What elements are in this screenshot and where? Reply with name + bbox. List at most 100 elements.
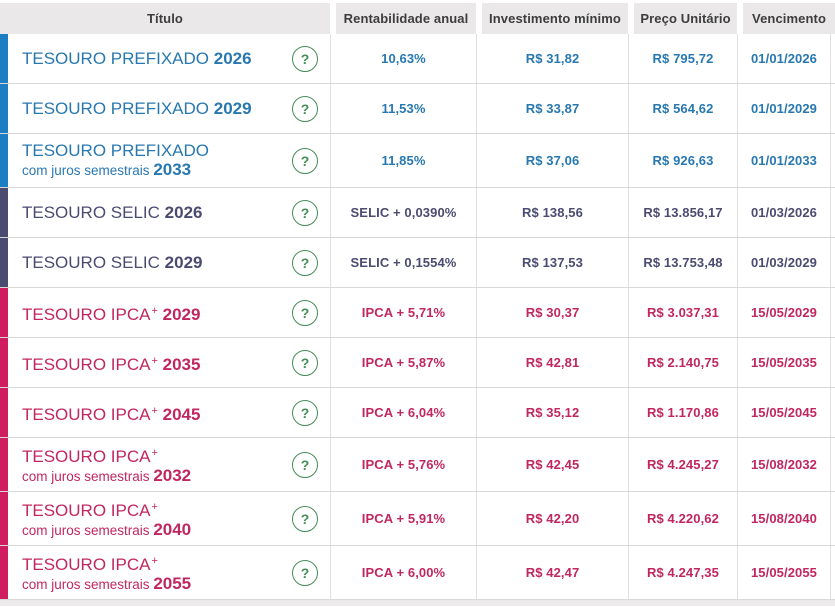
bond-subtitle: com juros semestrais	[22, 523, 150, 538]
bond-title-cell: TESOURO SELIC 2029 ?	[0, 238, 330, 287]
help-button[interactable]: ?	[292, 399, 318, 426]
bond-title[interactable]: TESOURO IPCA+ 2035	[22, 351, 200, 375]
table-row: TESOURO SELIC 2026 ? SELIC + 0,0390% R$ …	[0, 188, 835, 238]
bond-title[interactable]: TESOURO SELIC 2026	[22, 203, 202, 223]
help-button[interactable]: ?	[292, 349, 318, 376]
maturity-cell: 15/08/2032	[737, 438, 831, 491]
annual-rate-value: 10,63%	[381, 51, 426, 66]
table-row: TESOURO IPCA+ com juros semestrais 2032 …	[0, 438, 835, 492]
bond-name-line: TESOURO PREFIXADO	[22, 141, 209, 161]
unit-price-value: R$ 4.247,35	[647, 565, 719, 580]
help-button[interactable]: ?	[292, 199, 318, 226]
rate-cell: 11,85%	[330, 134, 476, 187]
unit-price-cell: R$ 13.753,48	[628, 238, 737, 287]
row-color-bar	[0, 546, 8, 599]
bond-name: TESOURO PREFIXADO	[22, 141, 210, 160]
row-color-bar	[0, 134, 8, 187]
unit-price-value: R$ 3.037,31	[647, 305, 719, 320]
maturity-cell: 15/05/2045	[737, 388, 831, 437]
help-button[interactable]: ?	[292, 505, 318, 532]
unit-price-value: R$ 564,62	[652, 101, 714, 116]
maturity-cell: 15/05/2055	[737, 546, 831, 599]
bond-price-table: Título Rentabilidade anual Investimento …	[0, 3, 835, 607]
maturity-cell: 01/01/2026	[737, 34, 831, 83]
bond-year: 2035	[162, 354, 201, 374]
annual-rate-value: IPCA + 5,76%	[361, 457, 446, 472]
bond-title-cell: TESOURO IPCA+ com juros semestrais 2032 …	[0, 438, 330, 491]
unit-price-cell: R$ 4.220,62	[628, 492, 737, 545]
row-color-bar	[0, 34, 8, 83]
annual-rate-value: IPCA + 6,00%	[361, 565, 446, 580]
bond-name: TESOURO IPCA	[22, 354, 151, 374]
maturity-cell: 15/08/2040	[737, 492, 831, 545]
plus-superscript: +	[151, 354, 158, 367]
help-button[interactable]: ?	[292, 45, 318, 72]
bond-title[interactable]: TESOURO PREFIXADO com juros semestrais 2…	[22, 141, 209, 180]
help-button[interactable]: ?	[292, 299, 318, 326]
unit-price-value: R$ 2.140,75	[647, 355, 719, 370]
min-investment-value: R$ 137,53	[522, 255, 583, 270]
bond-name-line: TESOURO IPCA+ 2035	[22, 351, 200, 375]
maturity-date-value: 01/01/2029	[750, 101, 818, 116]
table-row: TESOURO IPCA+ 2045 ? IPCA + 6,04% R$ 35,…	[0, 388, 835, 438]
bond-title-cell: TESOURO IPCA+ 2045 ?	[0, 388, 330, 437]
bond-title[interactable]: TESOURO IPCA+ com juros semestrais 2040	[22, 497, 191, 540]
bond-title[interactable]: TESOURO IPCA+ com juros semestrais 2032	[22, 443, 191, 486]
bond-subtitle-line: com juros semestrais 2033	[22, 161, 209, 180]
bond-title[interactable]: TESOURO IPCA+ com juros semestrais 2055	[22, 551, 191, 594]
bond-title-cell: TESOURO IPCA+ 2029 ?	[0, 288, 330, 337]
unit-price-cell: R$ 795,72	[628, 34, 737, 83]
annual-rate-value: 11,85%	[381, 153, 426, 168]
bond-subtitle: com juros semestrais	[22, 469, 150, 484]
bond-name-line: TESOURO IPCA+	[22, 443, 191, 467]
bond-year: 2032	[153, 466, 192, 485]
bond-title[interactable]: TESOURO PREFIXADO 2029	[22, 99, 252, 119]
help-button[interactable]: ?	[292, 147, 318, 174]
table-body: TESOURO PREFIXADO 2026 ? 10,63% R$ 31,82…	[0, 34, 835, 600]
min-investment-cell: R$ 42,20	[476, 492, 628, 545]
unit-price-value: R$ 4.220,62	[647, 511, 719, 526]
maturity-date-value: 15/05/2045	[750, 405, 818, 420]
min-investment-value: R$ 31,82	[525, 51, 580, 66]
bond-title[interactable]: TESOURO PREFIXADO 2026	[22, 49, 252, 69]
rate-cell: SELIC + 0,1554%	[330, 238, 476, 287]
help-button[interactable]: ?	[292, 249, 318, 276]
min-investment-cell: R$ 137,53	[476, 238, 628, 287]
rate-cell: SELIC + 0,0390%	[330, 188, 476, 237]
column-header-vencimento: Vencimento	[737, 3, 835, 34]
rate-cell: IPCA + 5,87%	[330, 338, 476, 387]
bond-name: TESOURO IPCA	[22, 501, 151, 520]
unit-price-cell: R$ 926,63	[628, 134, 737, 187]
table-row: TESOURO IPCA+ com juros semestrais 2040 …	[0, 492, 835, 546]
maturity-date-value: 15/05/2035	[750, 355, 818, 370]
question-icon: ?	[300, 304, 310, 321]
table-row: TESOURO PREFIXADO com juros semestrais 2…	[0, 134, 835, 188]
table-row: TESOURO SELIC 2029 ? SELIC + 0,1554% R$ …	[0, 238, 835, 288]
help-button[interactable]: ?	[292, 451, 318, 478]
annual-rate-value: IPCA + 6,04%	[361, 405, 446, 420]
bond-title[interactable]: TESOURO IPCA+ 2029	[22, 301, 200, 325]
annual-rate-value: IPCA + 5,71%	[361, 305, 446, 320]
column-header-investimento: Investimento mínimo	[476, 3, 628, 34]
question-icon: ?	[300, 354, 310, 371]
bond-subtitle: com juros semestrais	[22, 577, 150, 592]
min-investment-cell: R$ 138,56	[476, 188, 628, 237]
bond-year: 2029	[162, 304, 201, 324]
unit-price-value: R$ 926,63	[652, 153, 714, 168]
table-header-row: Título Rentabilidade anual Investimento …	[0, 3, 835, 34]
help-button[interactable]: ?	[292, 95, 318, 122]
min-investment-cell: R$ 37,06	[476, 134, 628, 187]
next-section-header-strip	[0, 600, 835, 606]
column-header-rentabilidade: Rentabilidade anual	[330, 3, 476, 34]
maturity-cell: 01/01/2033	[737, 134, 831, 187]
plus-superscript: +	[151, 404, 158, 417]
bond-title[interactable]: TESOURO SELIC 2029	[22, 253, 202, 273]
rate-cell: IPCA + 5,71%	[330, 288, 476, 337]
bond-title[interactable]: TESOURO IPCA+ 2045	[22, 401, 200, 425]
plus-superscript: +	[151, 555, 158, 567]
maturity-cell: 01/03/2029	[737, 238, 831, 287]
bond-name-line: TESOURO PREFIXADO 2026	[22, 49, 252, 69]
bond-name: TESOURO IPCA	[22, 404, 151, 424]
help-button[interactable]: ?	[292, 559, 318, 586]
plus-superscript: +	[151, 304, 158, 317]
